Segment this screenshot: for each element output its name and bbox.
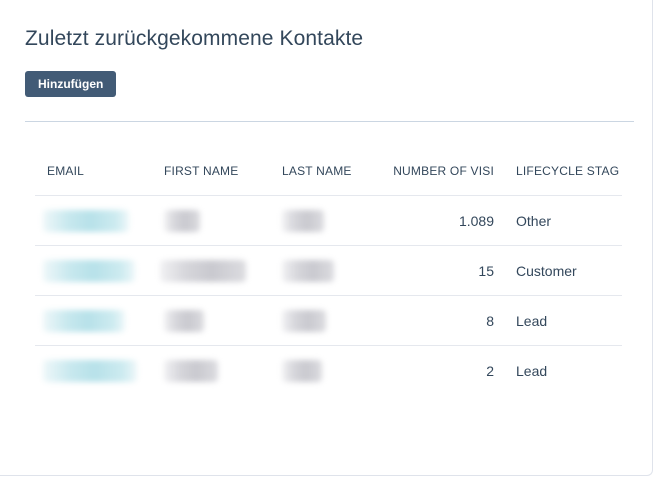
- redacted-email: [43, 359, 137, 382]
- redacted-last-name: [282, 309, 326, 332]
- email-cell[interactable]: [35, 245, 152, 296]
- table-row[interactable]: 2 Lead: [35, 346, 622, 396]
- lifecycle-stage-cell: Other: [504, 195, 622, 246]
- last-name-cell: [270, 346, 388, 396]
- redacted-first-name: [164, 359, 218, 382]
- lifecycle-stage-cell: Lead: [504, 295, 622, 346]
- email-cell[interactable]: [35, 195, 152, 246]
- redacted-email: [43, 309, 125, 332]
- redacted-first-name: [164, 209, 200, 232]
- lifecycle-stage-cell: Customer: [504, 245, 622, 296]
- contacts-table: EMAIL FIRST NAME LAST NAME NUMBER OF VIS…: [35, 147, 622, 395]
- column-header-email[interactable]: EMAIL: [35, 147, 152, 196]
- first-name-cell: [152, 346, 270, 396]
- redacted-last-name: [282, 209, 324, 232]
- redacted-first-name: [160, 259, 246, 282]
- redacted-last-name: [282, 359, 322, 382]
- number-of-visits-cell: 15: [388, 245, 504, 296]
- table-row[interactable]: 8 Lead: [35, 295, 622, 346]
- table-header-row: EMAIL FIRST NAME LAST NAME NUMBER OF VIS…: [35, 147, 622, 196]
- redacted-email: [43, 259, 135, 282]
- lifecycle-stage-cell: Lead: [516, 362, 548, 379]
- number-of-visits-cell: 2: [486, 362, 494, 379]
- table-row[interactable]: 15 Customer: [35, 245, 622, 296]
- header-divider: [25, 121, 634, 122]
- redacted-first-name: [164, 309, 204, 332]
- last-name-cell: [270, 245, 388, 296]
- table-row[interactable]: 1.089 Other: [35, 195, 622, 246]
- first-name-cell: [152, 295, 270, 346]
- email-cell[interactable]: [35, 295, 152, 346]
- add-button[interactable]: Hinzufügen: [25, 71, 117, 97]
- column-header-last-name[interactable]: LAST NAME: [270, 147, 388, 196]
- number-of-visits-cell: 1.089: [388, 195, 504, 246]
- number-of-visits-cell: 8: [388, 295, 504, 346]
- first-name-cell: [152, 245, 270, 296]
- column-header-first-name[interactable]: FIRST NAME: [152, 147, 270, 196]
- redacted-last-name: [282, 259, 334, 282]
- last-name-cell: [270, 195, 388, 246]
- card-title: Zuletzt zurückgekommene Kontakte: [25, 27, 364, 50]
- first-name-cell: [152, 195, 270, 246]
- redacted-email: [43, 209, 129, 232]
- email-cell[interactable]: [35, 346, 152, 396]
- column-header-lifecycle-stage[interactable]: LIFECYCLE STAG: [504, 147, 622, 196]
- column-header-number-of-visits[interactable]: NUMBER OF VISI: [388, 147, 504, 196]
- last-name-cell: [270, 295, 388, 346]
